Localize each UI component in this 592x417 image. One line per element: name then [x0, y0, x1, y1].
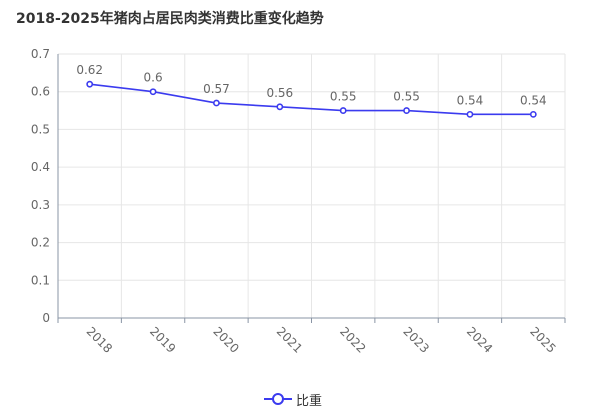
x-tick-label: 2024 [464, 324, 495, 355]
data-label: 0.57 [203, 82, 230, 96]
x-tick-label: 2023 [400, 324, 431, 355]
data-label: 0.55 [393, 90, 420, 104]
y-tick-label: 0.5 [31, 122, 50, 136]
y-tick-label: 0.7 [31, 47, 50, 61]
data-label: 0.55 [330, 90, 357, 104]
legend[interactable]: 比重 [264, 390, 323, 409]
chart-title: 2018-2025年猪肉占居民肉类消费比重变化趋势 [16, 11, 324, 27]
x-tick-label: 2018 [84, 324, 115, 355]
y-tick-label: 0.1 [31, 273, 50, 287]
data-point [466, 110, 474, 118]
x-tick-label: 2020 [210, 324, 241, 355]
data-point [339, 107, 347, 114]
data-label: 0.6 [144, 71, 163, 85]
series-line [89, 83, 534, 116]
x-tick-label: 2022 [337, 324, 368, 355]
x-tick-label: 2025 [527, 324, 558, 355]
x-tick-label: 2019 [147, 324, 178, 355]
data-label: 0.56 [266, 86, 293, 100]
y-tick-label: 0.3 [31, 198, 50, 212]
data-point [403, 107, 410, 114]
data-label: 0.54 [520, 93, 547, 107]
legend-line-marker-icon [264, 392, 292, 406]
data-label: 0.62 [76, 63, 103, 77]
data-point [86, 80, 94, 88]
data-point [529, 110, 537, 118]
data-point [276, 103, 284, 111]
y-tick-label: 0.2 [31, 236, 50, 250]
data-point [149, 88, 157, 96]
legend-label: 比重 [296, 393, 323, 409]
data-point [213, 99, 220, 107]
x-tick-label: 2021 [274, 324, 305, 355]
y-tick-label: 0.6 [31, 85, 50, 99]
data-label: 0.54 [457, 93, 484, 107]
y-tick-label: 0 [42, 311, 50, 325]
y-tick-label: 0.4 [31, 160, 50, 174]
